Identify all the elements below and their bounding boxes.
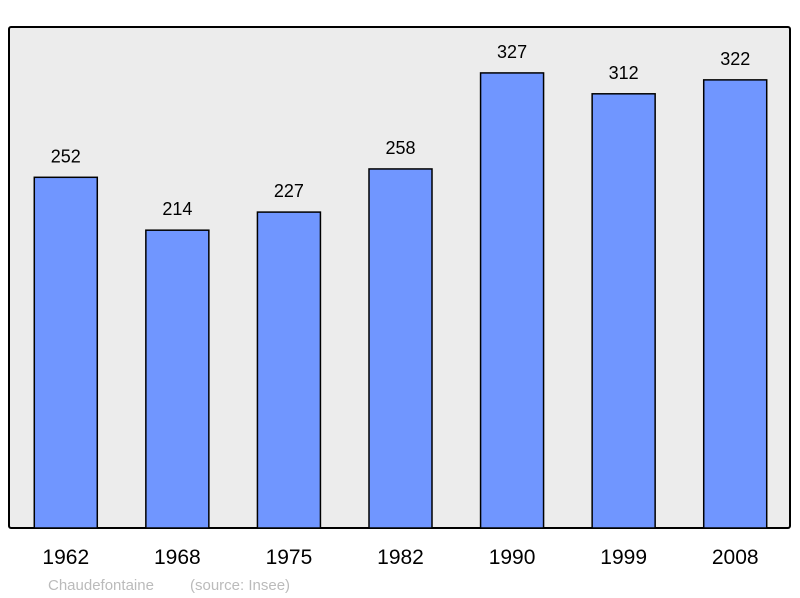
bar-1990: [479, 72, 545, 529]
x-tick-label-1990: 1990: [489, 546, 536, 569]
bar-1962: [33, 176, 99, 529]
bar-1968: [145, 229, 210, 529]
x-tick-label-2008: 2008: [712, 546, 759, 569]
x-tick-label-1999: 1999: [600, 546, 647, 569]
x-tick-label-1962: 1962: [42, 546, 89, 569]
caption-place: Chaudefontaine: [48, 577, 154, 594]
data-label-1975: 227: [274, 181, 304, 201]
data-label-1968: 214: [162, 199, 192, 219]
data-label-2008: 322: [720, 49, 750, 69]
bar-1975: [256, 211, 322, 529]
data-label-1999: 312: [609, 63, 639, 83]
bar-1999: [591, 93, 656, 529]
bar-2008: [702, 79, 768, 529]
data-label-1982: 258: [385, 138, 415, 158]
data-label-1990: 327: [497, 42, 527, 62]
x-tick-label-1968: 1968: [154, 546, 201, 569]
data-label-1962: 252: [51, 146, 81, 166]
caption-source: (source: Insee): [190, 577, 290, 594]
x-tick-label-1975: 1975: [266, 546, 313, 569]
bar-1982: [368, 168, 433, 529]
x-tick-label-1982: 1982: [377, 546, 424, 569]
